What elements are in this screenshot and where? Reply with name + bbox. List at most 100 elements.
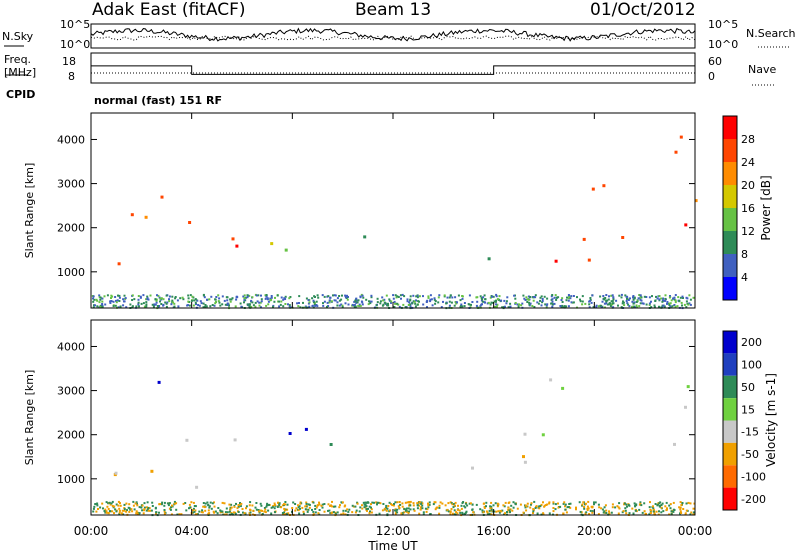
power-noise-cell <box>370 300 373 303</box>
velocity-noise-cell <box>113 512 115 515</box>
power-noise-cell <box>523 297 526 300</box>
power-noise-cell <box>358 303 361 306</box>
power-noise-cell <box>151 303 154 306</box>
velocity-noise-cell <box>204 506 206 509</box>
velocity-noise-cell <box>192 507 195 510</box>
freq-label: Freq. <box>4 53 32 66</box>
power-noise-cell <box>338 304 341 307</box>
velocity-noise-cell <box>297 506 300 509</box>
power-noise-cell <box>533 306 536 308</box>
power-noise-cell <box>430 298 433 301</box>
velocity-noise-cell <box>281 504 284 507</box>
velocity-noise-cell <box>689 502 692 505</box>
velocity-noise-cell <box>243 512 246 515</box>
power-noise-cell <box>209 305 212 308</box>
velocity-noise-cell <box>184 502 187 504</box>
power-noise-cell <box>507 306 510 309</box>
power-noise-cell <box>284 295 287 298</box>
power-noise-cell <box>375 304 378 307</box>
power-noise-cell <box>459 299 462 302</box>
velocity-noise-cell <box>532 512 534 514</box>
velocity-noise-cell <box>233 505 236 508</box>
power-noise-cell <box>544 303 547 306</box>
power-noise-cell <box>387 304 390 307</box>
velocity-noise-cell <box>361 507 364 510</box>
power-noise-cell <box>669 295 671 297</box>
power-noise-cell <box>206 298 208 301</box>
velocity-noise-cell <box>192 509 194 512</box>
power-noise-cell <box>413 300 416 303</box>
power-noise-cell <box>223 299 226 302</box>
power-noise-cell <box>328 301 331 304</box>
power-noise-cell <box>326 305 328 308</box>
velocity-noise-cell <box>331 500 333 503</box>
velocity-noise-cell <box>283 507 286 510</box>
velocity-noise-cell <box>368 505 371 508</box>
velocity-colorbar-cell <box>723 375 737 399</box>
velocity-noise-cell <box>453 509 456 512</box>
velocity-noise-cell <box>464 512 466 515</box>
velocity-noise-cell <box>388 501 391 504</box>
velocity-noise-cell <box>512 501 515 504</box>
power-noise-cell <box>248 304 251 307</box>
power-noise-cell <box>440 306 443 309</box>
power-noise-cell <box>360 300 363 303</box>
velocity-noise-cell <box>106 505 109 508</box>
velocity-noise-cell <box>588 513 591 515</box>
velocity-noise-cell <box>605 509 608 512</box>
time-axis-label: Time UT <box>367 539 418 553</box>
power-noise-cell <box>445 302 448 305</box>
power-noise-cell <box>357 299 360 302</box>
velocity-noise-cell <box>538 505 541 508</box>
power-noise-cell <box>160 297 163 300</box>
velocity-noise-cell <box>611 506 614 509</box>
velocity-noise-cell <box>643 502 646 505</box>
power-noise-cell <box>104 303 107 306</box>
power-noise-cell <box>243 301 245 304</box>
power-noise-cell <box>258 301 261 304</box>
velocity-noise-cell <box>163 504 166 507</box>
power-noise-cell <box>171 299 174 302</box>
velocity-noise-cell <box>625 512 628 515</box>
freq-tick-18: 18 <box>62 55 76 68</box>
velocity-noise-cell <box>605 512 608 514</box>
power-noise-cell <box>536 301 539 304</box>
velocity-colorbar-frame <box>722 330 738 511</box>
power-region-2-cell <box>284 248 288 252</box>
time-tick-label: 12:00 <box>376 524 411 538</box>
power-noise-cell <box>214 302 217 305</box>
velocity-noise-cell <box>305 501 308 504</box>
power-noise-cell <box>483 294 486 297</box>
velocity-noise-cell <box>428 503 431 506</box>
velocity-noise-cell <box>524 506 527 509</box>
power-noise-cell <box>495 293 498 296</box>
power-noise-cell <box>137 295 140 297</box>
velocity-noise-cell <box>198 510 201 513</box>
power-noise-cell <box>110 297 112 299</box>
power-noise-cell <box>651 295 653 298</box>
power-noise-cell <box>491 295 493 298</box>
power-noise-cell <box>639 302 642 305</box>
power-noise-cell <box>315 304 318 306</box>
velocity-noise-cell <box>305 504 308 507</box>
velocity-noise-cell <box>366 501 369 504</box>
power-noise-cell <box>330 300 333 303</box>
velocity-noise-cell <box>111 505 114 507</box>
velocity-noise-cell <box>381 509 384 512</box>
power-noise-cell <box>187 294 190 297</box>
power-noise-cell <box>449 294 452 297</box>
velocity-noise-cell <box>136 511 139 514</box>
velocity-noise-cell <box>257 510 260 513</box>
power-region-6-cell <box>694 199 698 203</box>
power-noise-cell <box>567 297 570 300</box>
velocity-noise-cell <box>241 508 244 510</box>
power-noise-cell <box>581 303 584 306</box>
velocity-noise-cell <box>348 508 351 511</box>
velocity-noise-cell <box>334 505 337 508</box>
velocity-noise-cell <box>508 501 511 504</box>
velocity-noise-cell <box>316 504 319 507</box>
power-colorbar-cell <box>723 277 737 300</box>
power-noise-cell <box>208 298 211 301</box>
power-noise-cell <box>218 297 221 300</box>
